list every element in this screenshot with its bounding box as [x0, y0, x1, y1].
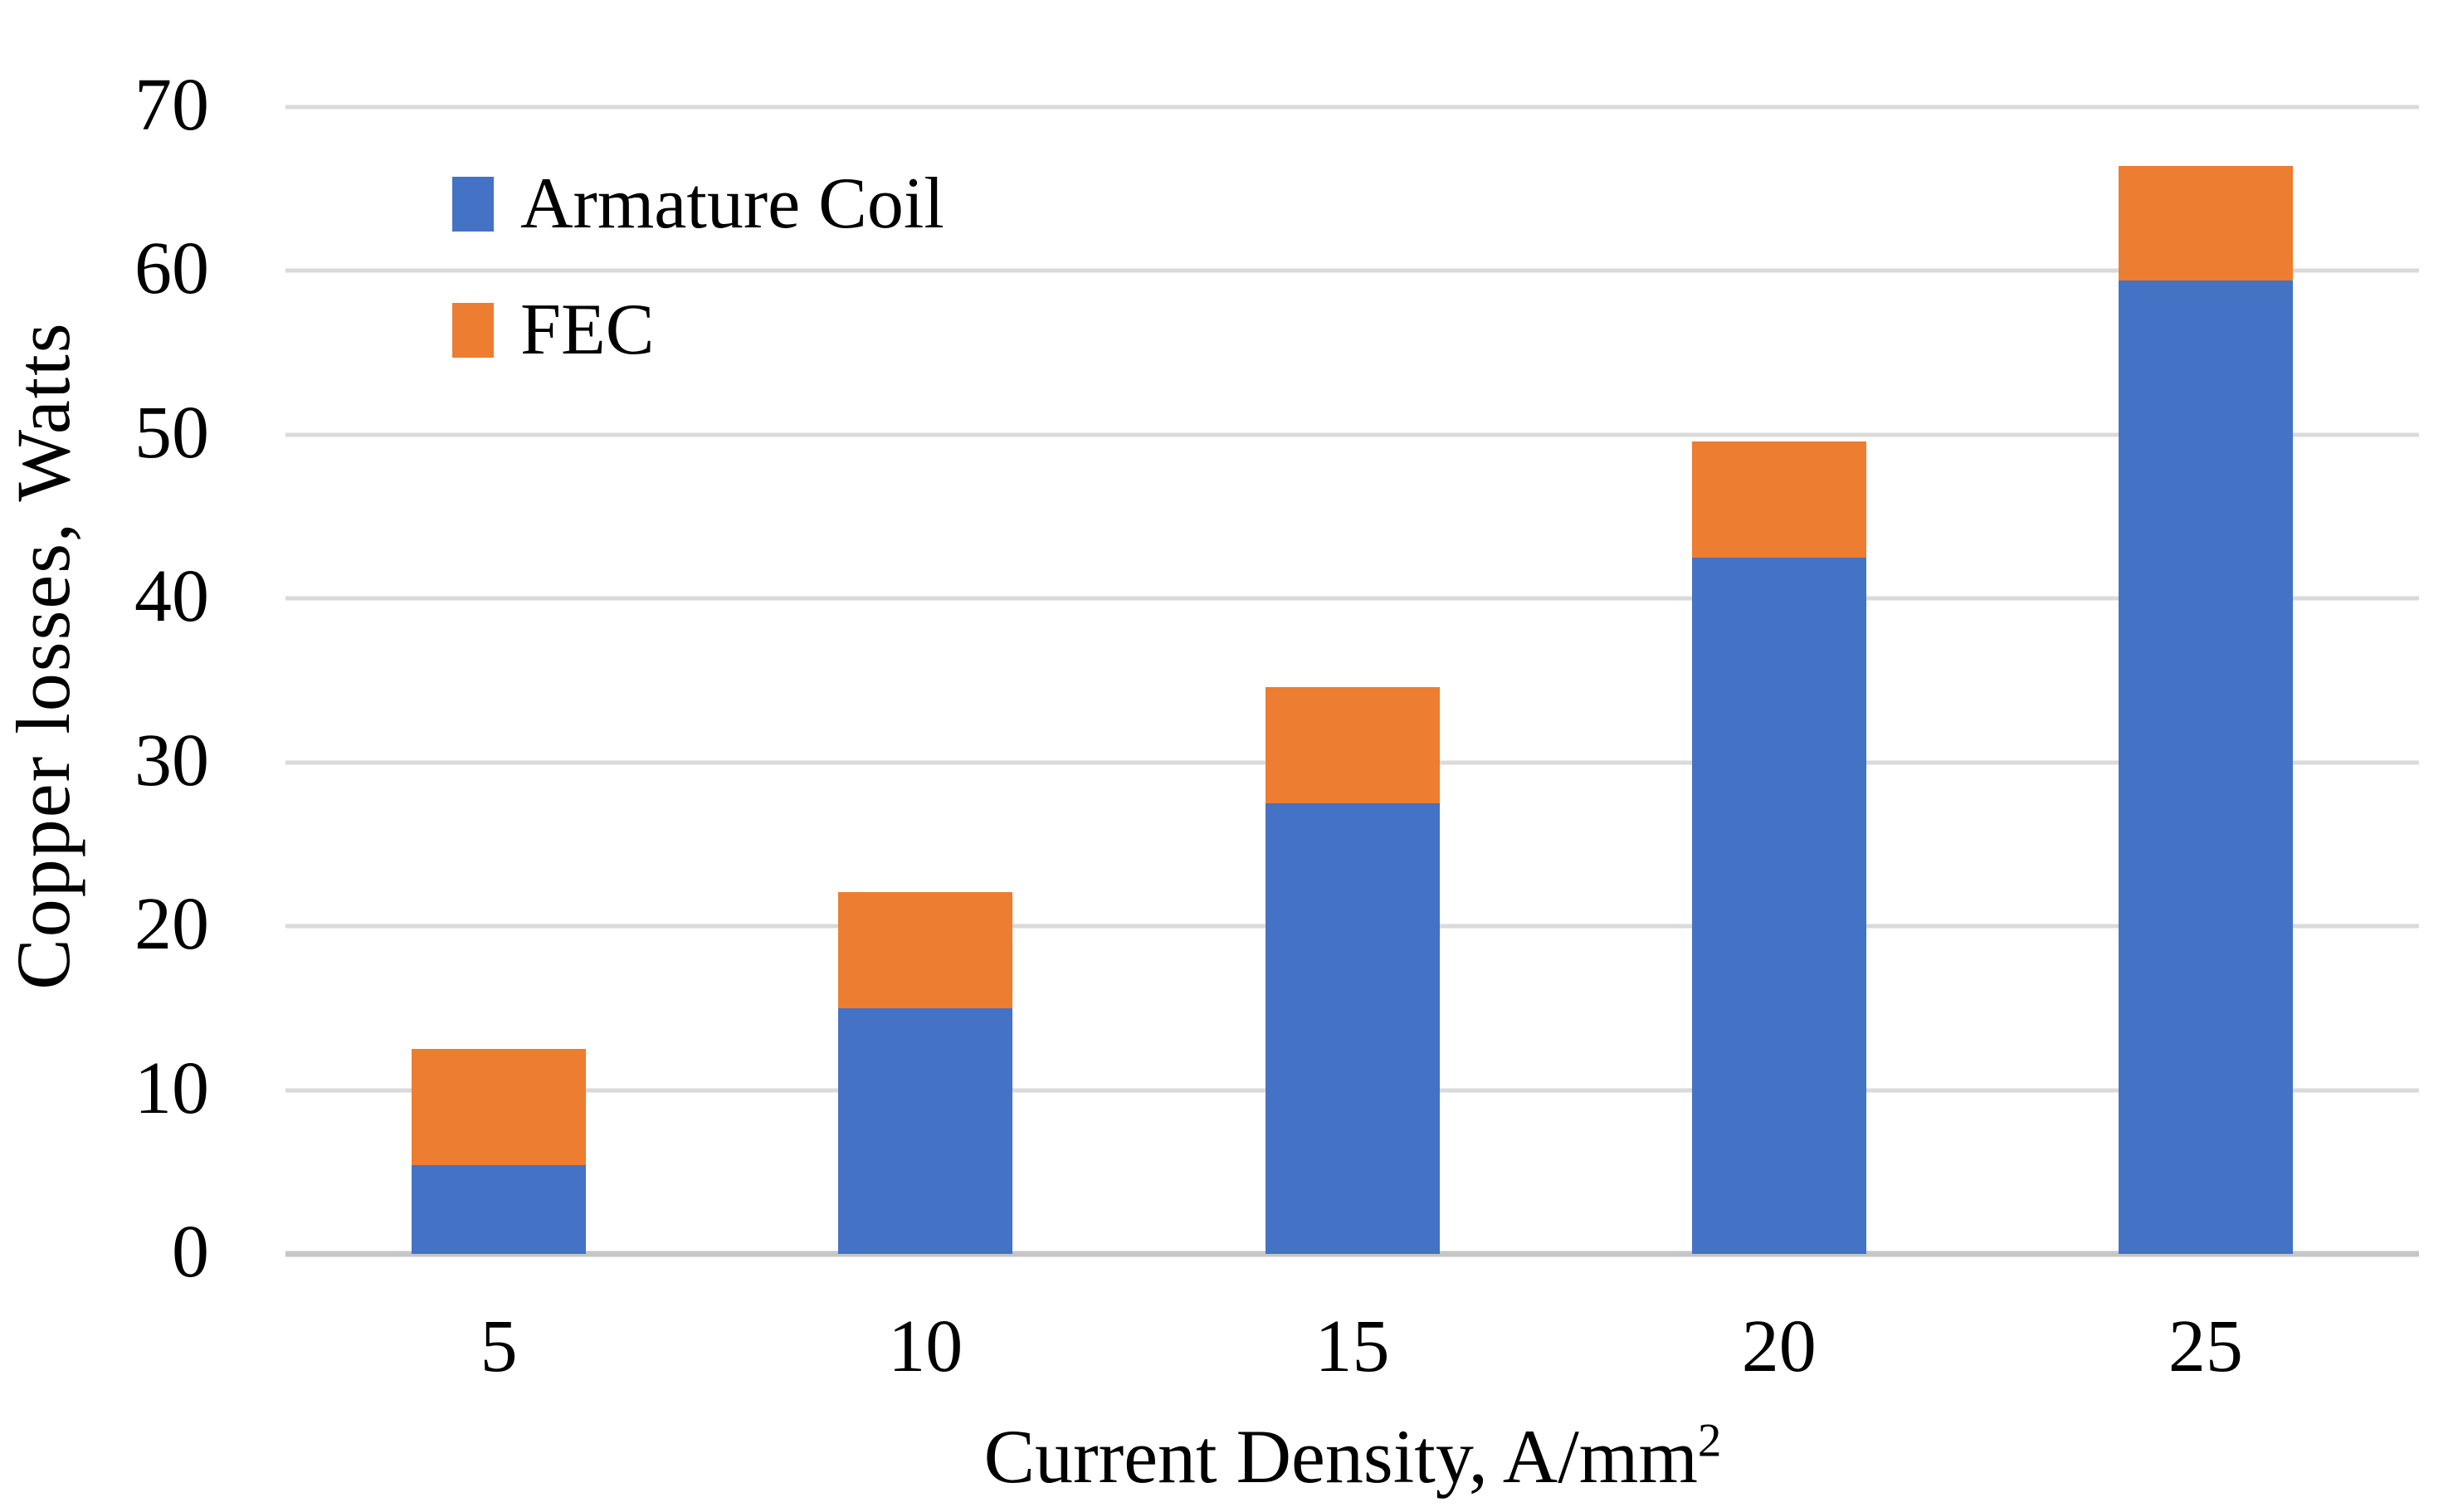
gridline-y-60	[285, 268, 2419, 273]
y-tick-label-40: 40	[134, 555, 209, 638]
gridline-y-70	[285, 105, 2419, 110]
y-tick-label-10: 10	[134, 1046, 209, 1129]
bar-category-20	[1691, 107, 1866, 1254]
bar-segment-fec-20	[1691, 441, 1866, 558]
gridline-y-40	[285, 596, 2419, 601]
legend-item-fec: FEC	[452, 294, 944, 367]
x-tick-label-25: 25	[2168, 1305, 2243, 1388]
bar-category-25	[2118, 107, 2293, 1254]
x-tick-label-5: 5	[480, 1305, 518, 1388]
x-tick-label-10: 10	[888, 1305, 963, 1388]
legend-label-armature-coil: Armature Coil	[520, 163, 944, 244]
legend: Armature Coil FEC	[452, 168, 944, 428]
x-axis-tick-labels: 5 10 15 20 25	[285, 1310, 2419, 1409]
x-axis-title: Current Density, A/mm2	[984, 1417, 1722, 1495]
bar-segment-armature-coil-10	[838, 1007, 1013, 1254]
bar-segment-armature-coil-15	[1265, 803, 1440, 1254]
gridline-y-50	[285, 432, 2419, 437]
bar-segment-armature-coil-20	[1691, 557, 1866, 1254]
x-tick-label-15: 15	[1314, 1305, 1390, 1388]
x-axis-title-superscript: 2	[1697, 1414, 1722, 1467]
y-axis-tick-labels: 0 10 20 30 40 50 60 70	[0, 68, 209, 1290]
bar-category-5	[412, 107, 587, 1254]
x-axis-line	[285, 1251, 2419, 1257]
bar-segment-fec-5	[412, 1049, 587, 1166]
x-axis-title-text: Current Density, A/mm	[983, 1414, 1698, 1499]
bar-segment-armature-coil-25	[2118, 280, 2293, 1254]
bar-category-10	[838, 107, 1013, 1254]
y-tick-label-50: 50	[134, 392, 209, 475]
bar-category-15	[1265, 107, 1440, 1254]
bar-segment-fec-10	[838, 891, 1013, 1008]
bar-segment-fec-15	[1265, 686, 1440, 804]
legend-label-fec: FEC	[520, 290, 655, 370]
plot-area	[285, 105, 2419, 1257]
y-tick-label-70: 70	[134, 64, 209, 147]
x-tick-label-20: 20	[1741, 1305, 1817, 1388]
y-tick-label-60: 60	[134, 227, 209, 310]
y-tick-label-0: 0	[172, 1211, 209, 1294]
bar-segment-fec-25	[2118, 166, 2293, 281]
legend-item-armature-coil: Armature Coil	[452, 168, 944, 241]
bar-segment-armature-coil-5	[412, 1165, 587, 1254]
fec-swatch-icon	[452, 303, 494, 358]
armature-coil-swatch-icon	[452, 177, 494, 232]
y-tick-label-30: 30	[134, 719, 209, 802]
y-tick-label-20: 20	[134, 883, 209, 966]
